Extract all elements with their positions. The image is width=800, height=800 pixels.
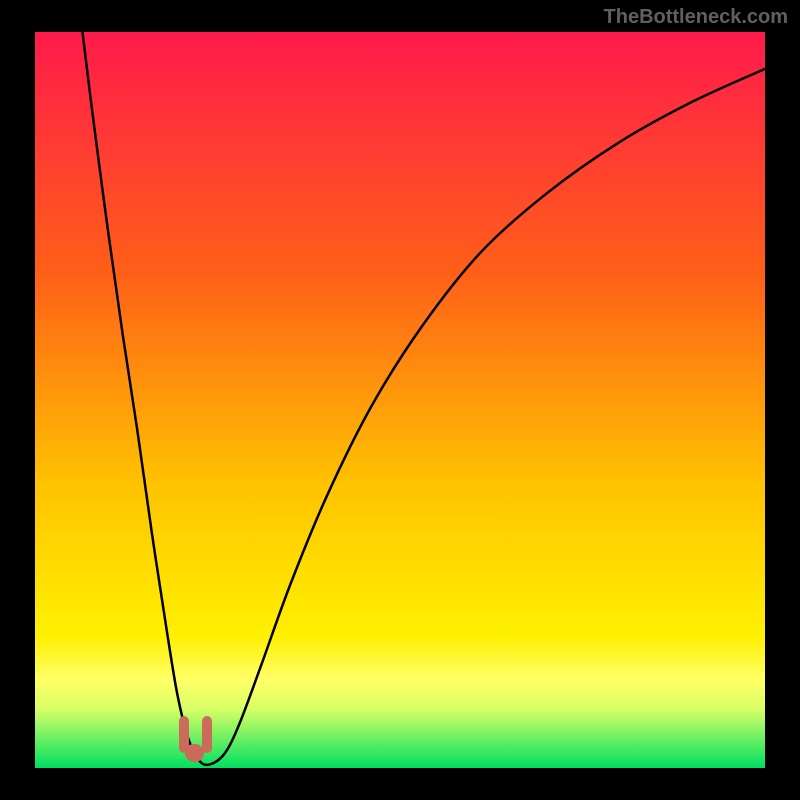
minimum-marker <box>202 716 212 753</box>
minimum-marker <box>185 744 204 762</box>
watermark-text: TheBottleneck.com <box>604 6 788 29</box>
curve-layer <box>35 32 765 768</box>
chart-canvas: TheBottleneck.com <box>0 0 800 800</box>
bottleneck-curve-path <box>82 32 765 765</box>
plot-area <box>35 32 765 768</box>
